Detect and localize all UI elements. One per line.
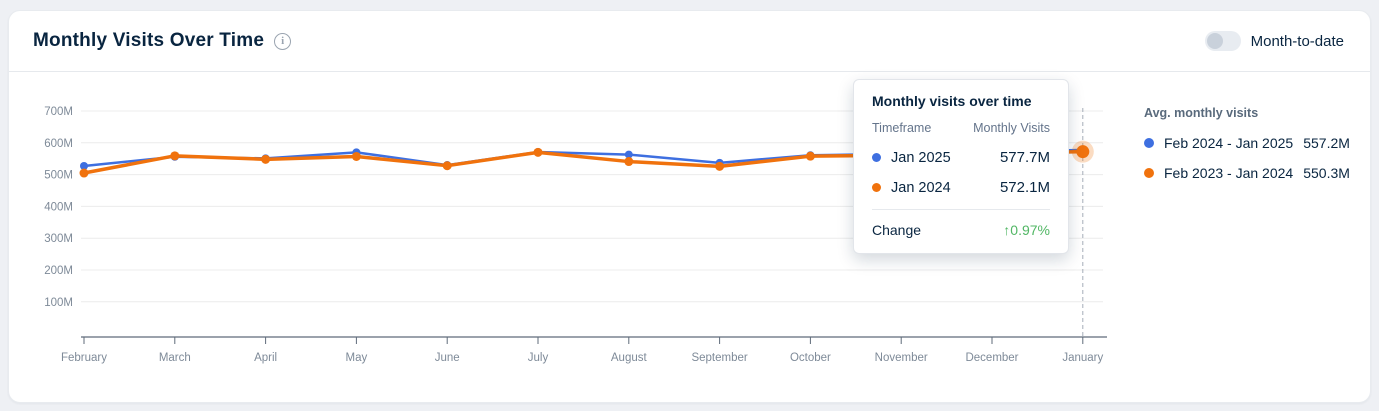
legend-title: Avg. monthly visits — [1144, 106, 1259, 120]
month-to-date-label: Month-to-date — [1250, 32, 1344, 50]
chart-legend: Avg. monthly visits Feb 2024 - Jan 2025 … — [1144, 106, 1366, 195]
page-title: Monthly Visits Over Time — [33, 30, 265, 51]
x-axis-month-label: February — [61, 352, 107, 364]
data-point[interactable] — [261, 154, 271, 164]
data-point[interactable] — [805, 151, 815, 161]
tooltip-row-label: Jan 2025 — [891, 149, 951, 166]
tooltip-row: Jan 2024 572.1M — [872, 179, 1050, 196]
y-axis-tick-label: 600M — [44, 138, 73, 150]
y-axis-tick-label: 400M — [44, 201, 73, 213]
tooltip-row-label: Jan 2024 — [891, 179, 951, 196]
data-point[interactable] — [80, 162, 88, 171]
tooltip-row: Jan 2025 577.7M — [872, 149, 1050, 166]
tooltip-change-row: Change ↑0.97% — [872, 222, 1050, 238]
y-axis-tick-label: 200M — [44, 265, 73, 277]
legend-item[interactable]: Feb 2024 - Jan 2025 557.2M — [1144, 135, 1366, 151]
data-point[interactable] — [533, 147, 543, 157]
y-axis-tick-label: 500M — [44, 170, 73, 182]
info-icon[interactable]: i — [274, 32, 292, 50]
x-axis-month-label: March — [159, 352, 191, 364]
x-axis-month-label: January — [1062, 352, 1103, 364]
x-axis-month-label: July — [528, 352, 549, 364]
tooltip-title: Monthly visits over time — [872, 93, 1032, 109]
data-point[interactable] — [170, 151, 180, 161]
series-dot-icon — [1144, 168, 1154, 178]
legend-item-value: 550.3M — [1303, 165, 1350, 181]
toggle-knob-icon — [1206, 33, 1223, 49]
tooltip-row-value: 572.1M — [999, 179, 1050, 196]
x-axis-month-label: December — [965, 352, 1018, 364]
header-right: Month-to-date — [1204, 31, 1344, 51]
tooltip-column-headers: Timeframe Monthly Visits — [872, 121, 1050, 135]
legend-item-label: Feb 2024 - Jan 2025 — [1164, 135, 1294, 151]
monthly-visits-card: Monthly Visits Over Time i Month-to-date… — [8, 10, 1371, 403]
tooltip-divider — [872, 209, 1050, 210]
tooltip-col-timeframe: Timeframe — [872, 121, 932, 135]
data-point[interactable] — [351, 151, 361, 161]
legend-item-label: Feb 2023 - Jan 2024 — [1164, 165, 1294, 181]
data-point[interactable] — [624, 150, 633, 159]
legend-item[interactable]: Feb 2023 - Jan 2024 550.3M — [1144, 165, 1366, 181]
y-axis-tick-label: 700M — [44, 106, 73, 118]
x-axis-month-label: June — [435, 352, 460, 364]
data-point[interactable] — [715, 161, 725, 171]
series-dot-icon — [872, 153, 881, 162]
series-dot-icon — [1144, 138, 1154, 148]
x-axis-month-label: September — [691, 352, 747, 364]
x-axis-month-label: August — [611, 352, 648, 364]
change-label: Change — [872, 222, 922, 238]
line-chart[interactable]: 700M 600M 500M 400M 300M 200M 100M February Marc… — [9, 72, 1372, 403]
legend-item-value: 557.2M — [1303, 135, 1350, 151]
series-dot-icon — [872, 183, 881, 192]
change-value: ↑0.97% — [1003, 222, 1050, 238]
x-axis-month-label: November — [875, 352, 928, 364]
month-to-date-toggle[interactable] — [1204, 31, 1241, 51]
y-axis-tick-label: 300M — [44, 233, 73, 245]
x-axis-month-label: October — [790, 352, 831, 364]
card-header: Monthly Visits Over Time i Month-to-date — [9, 11, 1370, 72]
tooltip-row-value: 577.7M — [999, 149, 1050, 166]
data-point[interactable] — [624, 157, 634, 167]
tooltip-col-visits: Monthly Visits — [973, 121, 1050, 135]
y-axis-tick-label: 100M — [44, 297, 73, 309]
x-axis-month-label: April — [254, 352, 277, 364]
data-point[interactable] — [79, 168, 89, 178]
data-point[interactable] — [442, 161, 452, 171]
x-axis-month-label: May — [346, 352, 368, 364]
chart-tooltip: Monthly visits over time Timeframe Month… — [853, 79, 1069, 254]
hovered-data-point[interactable] — [1076, 145, 1090, 159]
